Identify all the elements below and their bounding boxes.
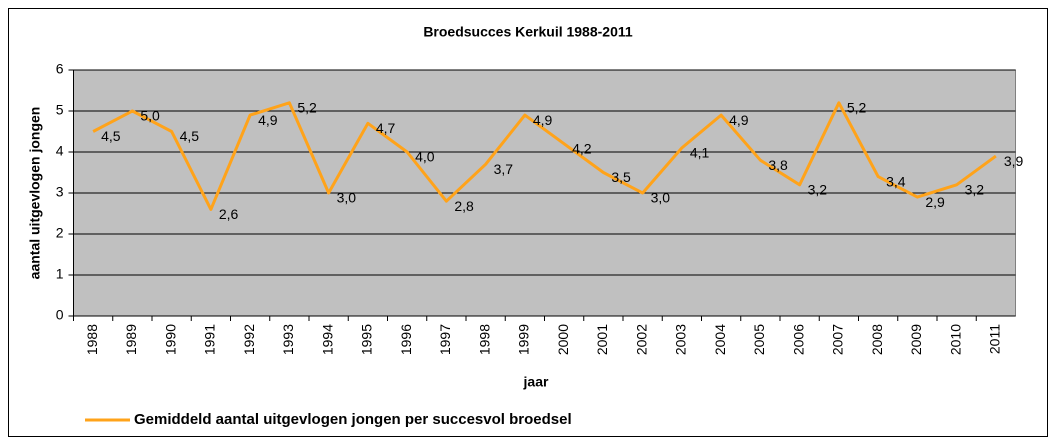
legend-label: Gemiddeld aantal uitgevlogen jongen per … [134, 411, 572, 428]
y-tick-label: 4 [56, 143, 64, 159]
chart-title: Broedsucces Kerkuil 1988-2011 [423, 24, 633, 40]
data-label: 4,9 [729, 112, 749, 128]
x-tick-label: 2002 [633, 324, 649, 355]
data-label: 3,8 [768, 157, 788, 173]
data-label: 4,5 [180, 128, 200, 144]
data-label: 5,2 [847, 100, 867, 116]
data-label: 4,0 [415, 149, 435, 165]
data-label: 3,0 [337, 190, 357, 206]
x-tick-label: 1989 [123, 324, 139, 355]
data-label: 3,7 [494, 161, 514, 177]
data-line [92, 101, 997, 211]
data-label: 2,9 [925, 194, 945, 210]
data-label: 4,1 [690, 145, 710, 161]
x-axis-label: jaar [523, 374, 549, 390]
data-label: 5,0 [140, 108, 160, 124]
data-label: 5,2 [297, 100, 317, 116]
x-tick-label: 1991 [202, 324, 218, 355]
y-axis-label: aantal uitgevlogen jongen [27, 107, 43, 280]
x-tick-label: 2006 [790, 324, 806, 355]
data-label: 3,4 [886, 173, 906, 189]
x-tick-label: 1998 [476, 324, 492, 355]
x-tick-label: 2001 [594, 324, 610, 355]
x-tick-label: 2007 [830, 324, 846, 355]
x-tick-label: 2010 [947, 324, 963, 355]
x-tick-label: 2009 [908, 324, 924, 355]
y-tick-label: 1 [56, 266, 64, 282]
y-tick-label: 3 [56, 184, 64, 200]
data-label: 3,0 [651, 190, 671, 206]
x-tick-label: 2011 [987, 324, 1003, 354]
x-tick-label: 1990 [162, 324, 178, 355]
x-tick-label: 1992 [241, 324, 257, 355]
x-tick-label: 1999 [516, 324, 532, 355]
x-tick-label: 2003 [673, 324, 689, 355]
data-label: 3,9 [1004, 153, 1024, 169]
x-tick-label: 2008 [869, 324, 885, 355]
x-tick-label: 1996 [398, 324, 414, 355]
y-tick-label: 0 [56, 307, 64, 323]
y-tick-label: 5 [56, 102, 64, 118]
x-tick-label: 1995 [359, 324, 375, 355]
data-label: 4,9 [258, 112, 278, 128]
data-label: 4,7 [376, 120, 396, 136]
x-tick-label: 1993 [280, 324, 296, 355]
y-tick-label: 2 [56, 225, 64, 241]
y-tick-label: 6 [56, 61, 64, 77]
x-tick-label: 1988 [84, 324, 100, 355]
data-label: 2,6 [219, 206, 239, 222]
x-tick-label: 2004 [712, 324, 728, 355]
x-tick-label: 1994 [319, 324, 335, 355]
data-label: 4,5 [101, 128, 121, 144]
x-tick-label: 2000 [555, 324, 571, 355]
data-label: 4,2 [572, 141, 592, 157]
x-tick-label: 2005 [751, 324, 767, 355]
data-label: 4,9 [533, 112, 553, 128]
data-label: 3,2 [965, 182, 985, 198]
data-label: 3,5 [611, 169, 631, 185]
x-tick-label: 1997 [437, 324, 453, 355]
data-label: 3,2 [808, 182, 828, 198]
data-label: 2,8 [454, 198, 474, 214]
